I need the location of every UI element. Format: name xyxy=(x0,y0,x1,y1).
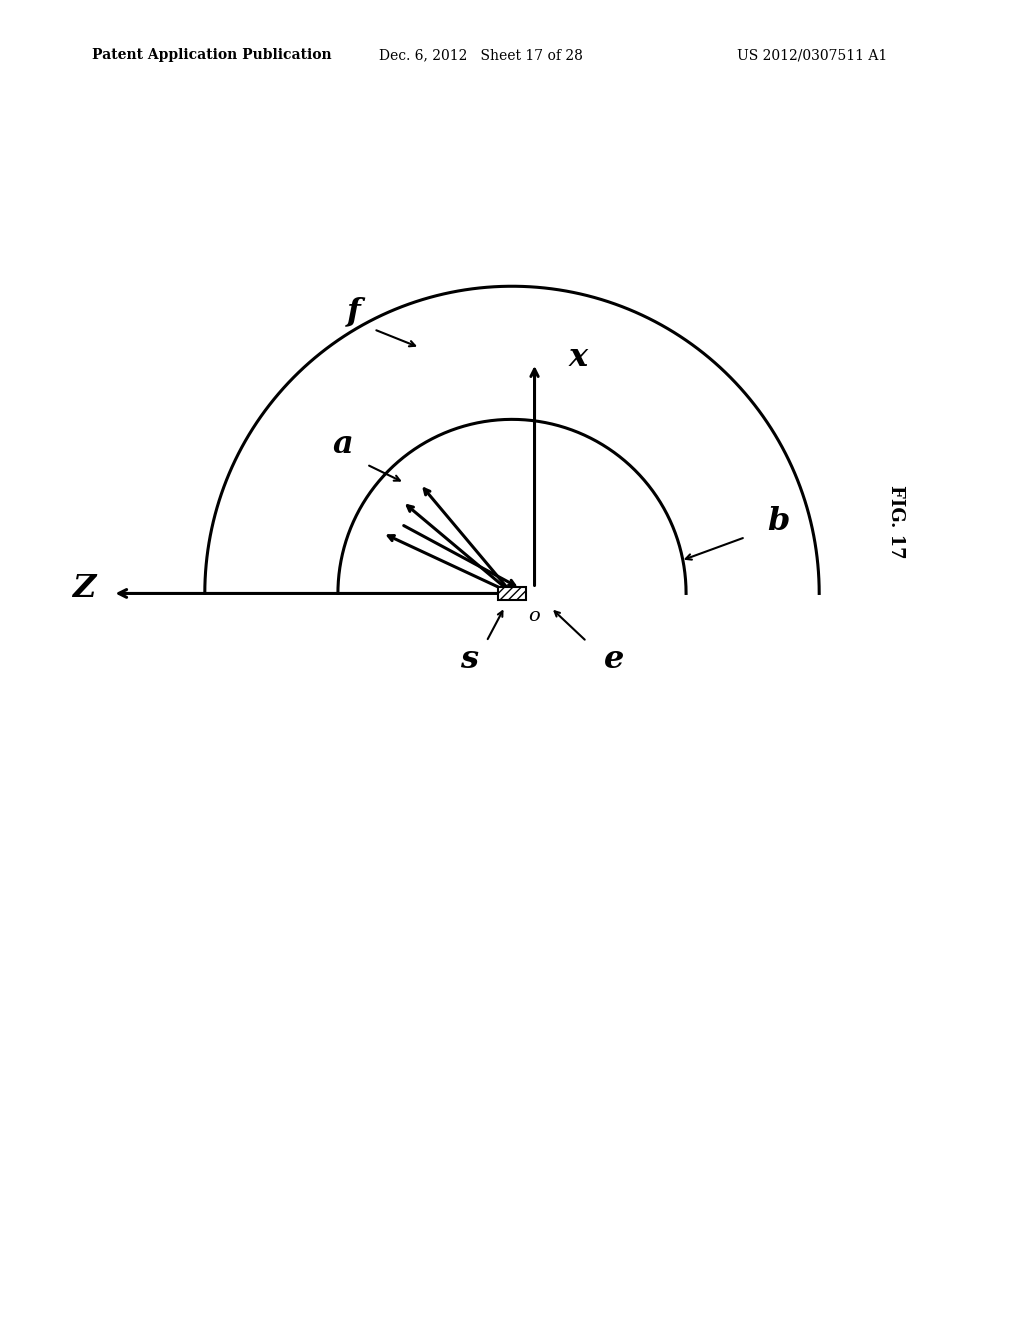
Bar xyxy=(498,587,526,601)
Text: Dec. 6, 2012   Sheet 17 of 28: Dec. 6, 2012 Sheet 17 of 28 xyxy=(379,49,583,62)
Text: Z: Z xyxy=(73,573,95,603)
Text: b: b xyxy=(767,507,790,537)
Text: a: a xyxy=(333,429,353,461)
Text: e: e xyxy=(604,644,625,676)
Text: FIG. 17: FIG. 17 xyxy=(887,484,905,558)
Text: Patent Application Publication: Patent Application Publication xyxy=(92,49,332,62)
Text: s: s xyxy=(460,644,478,676)
Text: f: f xyxy=(346,297,360,327)
Text: o: o xyxy=(528,607,541,624)
Text: x: x xyxy=(569,342,588,374)
Text: US 2012/0307511 A1: US 2012/0307511 A1 xyxy=(737,49,888,62)
